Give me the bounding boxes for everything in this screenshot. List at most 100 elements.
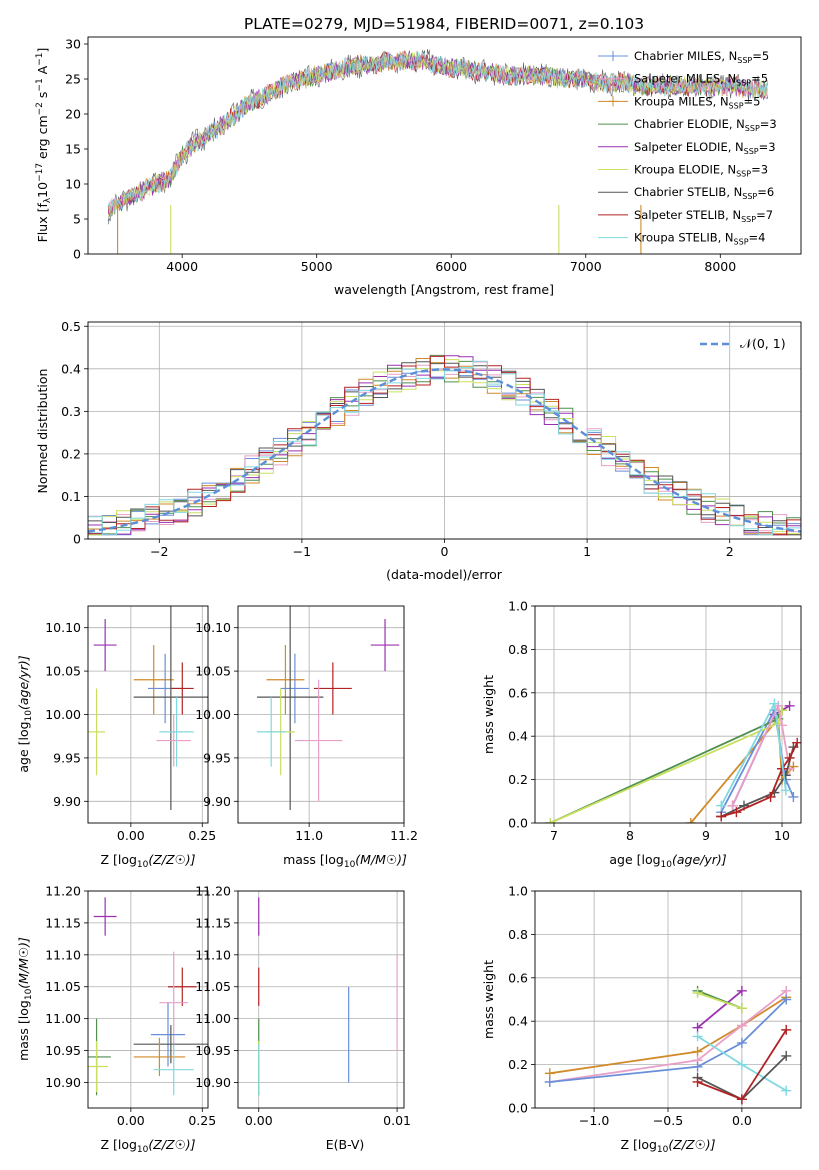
y-tick-label: 10.10 — [195, 620, 231, 635]
y-tick-label: 10.00 — [195, 707, 231, 722]
legend-label: Salpeter MILES, N — [634, 72, 736, 86]
mass-weight-marker — [736, 1037, 747, 1048]
y-tick-label: 0.5 — [61, 319, 81, 334]
y-label-part: erg cm — [35, 115, 50, 163]
mass-weight-marker — [545, 818, 556, 823]
mass-weight-marker — [765, 791, 776, 802]
legend-suffix: =3 — [760, 117, 777, 131]
axes-frame — [87, 36, 802, 255]
mass-weight-marker — [692, 1031, 703, 1042]
y-label-part: Flux [f — [35, 203, 50, 243]
normal-curve — [88, 368, 801, 533]
label-sub: 10 — [24, 710, 34, 722]
mass-weight-marker — [727, 800, 738, 811]
legend-text: Kroupa ELODIE, NSSP=3 — [634, 163, 768, 179]
mass-weight-marker — [784, 700, 795, 711]
x-axis-label: Z [log10(Z/Z☉)] — [620, 1137, 715, 1155]
y-tick-label: 10.05 — [45, 664, 81, 679]
legend-label: Chabrier ELODIE, N — [634, 117, 745, 131]
y-tick-label: 25 — [65, 72, 81, 87]
y-tick-label: 9.90 — [53, 794, 81, 809]
legend-label: Salpeter ELODIE, N — [634, 140, 744, 154]
label-sub: 10 — [137, 860, 149, 870]
legend-marker — [608, 73, 618, 84]
y-tick-label: 0.1 — [61, 489, 81, 504]
legend-suffix: =3 — [759, 140, 776, 154]
y-label-part: 10 — [35, 182, 50, 198]
y-axis-label: Flux [fλ10−17 erg cm−2 s−1 A−1] — [35, 48, 53, 243]
x-tick-label: 2 — [726, 544, 734, 559]
axes-frame — [87, 890, 209, 1109]
mass-weight-series-3 — [697, 990, 743, 1029]
label-sub: 10 — [137, 1145, 149, 1155]
legend-sub: SSP — [742, 192, 757, 201]
y-tick-label: 30 — [65, 37, 81, 52]
x-tick-label: 0.25 — [188, 828, 216, 843]
y-tick-label: 0.2 — [508, 1057, 528, 1072]
label-part: (Z/Z☉)] — [668, 1137, 715, 1152]
x-axis-label: E(B-V) — [326, 1137, 365, 1152]
x-tick-label: 0.00 — [117, 1113, 145, 1128]
legend-text: Salpeter ELODIE, NSSP=3 — [634, 140, 776, 156]
y-tick-label: 0.6 — [508, 970, 528, 985]
mass-weight-marker — [716, 811, 727, 822]
y-tick-label: 0.4 — [61, 361, 81, 376]
legend-sub: SSP — [734, 238, 749, 247]
y-tick-label: 11.20 — [195, 884, 231, 899]
mass-weight-marker — [788, 791, 799, 802]
mass-weight-series-5 — [731, 702, 791, 806]
y-tick-label: 10.10 — [45, 620, 81, 635]
label-part: Z [log — [100, 852, 136, 867]
y-label-sub: λ — [43, 197, 53, 203]
mass-weight-vs-age-panel: 7 8 9 10 0.0 0.2 0.4 0.6 0.8 1.0 mass weight age [l… — [481, 599, 802, 870]
x-tick-label: 11.2 — [390, 828, 418, 843]
x-tick-label: 8000 — [704, 259, 736, 274]
legend-suffix: =7 — [756, 208, 773, 222]
legend-marker — [608, 96, 618, 107]
legend-sub: SSP — [745, 124, 760, 133]
label-part: mass [log — [283, 852, 344, 867]
x-tick-label: −1 — [293, 544, 311, 559]
figure-title: PLATE=0279, MJD=51984, FIBERID=0071, z=0… — [244, 15, 644, 33]
legend-text: Salpeter MILES, NSSP=5 — [634, 72, 768, 88]
x-tick-label: 7 — [550, 828, 558, 843]
x-tick-label: −2 — [150, 544, 168, 559]
y-tick-label: 0.8 — [508, 642, 528, 657]
x-tick-label: 6000 — [435, 259, 467, 274]
x-tick-label: 0.01 — [383, 1113, 411, 1128]
axes-frame — [237, 890, 405, 1109]
y-tick-label: 11.10 — [45, 947, 81, 962]
x-tick-label: 7000 — [570, 259, 602, 274]
legend-label: 𝒩(0, 1) — [740, 336, 786, 351]
mass-weight-marker — [692, 987, 703, 998]
axes-frame — [534, 605, 802, 824]
y-axis-label: mass weight — [481, 675, 496, 754]
x-tick-label: 8 — [626, 828, 634, 843]
x-tick-label: 4000 — [166, 259, 198, 274]
x-axis-label: age [log10(age/yr)] — [609, 852, 726, 870]
label-part: (age/yr)] — [672, 852, 727, 867]
label-part: (age/yr)] — [16, 655, 31, 710]
y-tick-label: 0.8 — [508, 927, 528, 942]
legend-text: Kroupa STELIB, NSSP=4 — [634, 231, 765, 247]
x-tick-label: 0.0 — [732, 1113, 752, 1128]
mass-weight-series-0 — [549, 996, 787, 1075]
legend-suffix: =5 — [752, 49, 769, 63]
legend-sub: SSP — [736, 79, 751, 88]
y-label-part: ] — [35, 48, 50, 53]
residual-histogram-8 — [88, 360, 801, 536]
legend-text: Chabrier ELODIE, NSSP=3 — [634, 117, 777, 133]
y-tick-label: 1.0 — [508, 884, 528, 899]
y-tick-label: 0.0 — [508, 816, 528, 831]
axes-frame — [534, 890, 802, 1109]
error-bars — [88, 606, 208, 810]
legend-marker — [608, 51, 618, 61]
mass-weight-marker — [780, 770, 791, 781]
y-tick-label: 9.95 — [53, 750, 81, 765]
mass-weight-series-1 — [549, 990, 787, 1083]
y-tick-label: 11.15 — [45, 915, 81, 930]
x-tick-label: 1 — [583, 544, 591, 559]
legend-suffix: =5 — [751, 72, 768, 86]
x-axis-label: mass [log10(M/M☉)] — [283, 852, 407, 870]
